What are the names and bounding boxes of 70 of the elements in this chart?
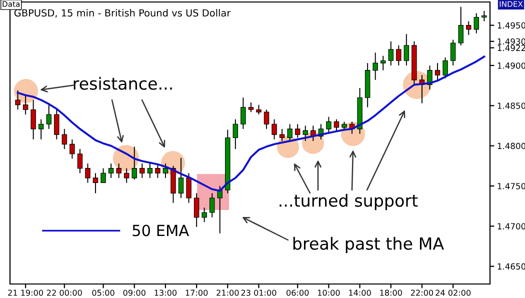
x-tick-label: 22 00:00 <box>46 290 82 296</box>
x-tick-label: 06:00 <box>286 290 309 296</box>
candlestick <box>124 168 130 184</box>
candlestick <box>132 146 137 180</box>
candlestick <box>248 102 254 113</box>
candlestick <box>108 163 114 178</box>
candlestick <box>334 118 340 132</box>
candlestick <box>372 52 378 80</box>
candlestick <box>217 186 222 234</box>
candlestick <box>178 157 184 199</box>
candlestick <box>272 118 277 140</box>
candlestick <box>155 163 160 178</box>
x-tick-label: 14:00 <box>349 290 371 296</box>
x-tick-label: 23 01:00 <box>241 290 276 296</box>
candlestick <box>30 100 36 140</box>
candlestick <box>302 125 308 142</box>
candlestick <box>46 104 52 130</box>
candlestick <box>85 163 90 184</box>
legend-label: 50 EMA <box>132 224 190 236</box>
annotation: ...turned support <box>280 194 418 210</box>
x-tick-label: 21:00 <box>216 290 239 296</box>
candlestick <box>54 109 60 140</box>
candlestick <box>70 138 75 160</box>
x-tick-label: 10:00 <box>318 290 340 296</box>
y-tick-label: 1.4922 <box>498 44 525 52</box>
candlestick <box>474 12 480 34</box>
x-tick-label: 13:00 <box>154 290 177 296</box>
x-tick-label: 24 02:00 <box>436 290 471 296</box>
candlestick <box>396 44 402 66</box>
candlestick <box>326 116 332 134</box>
candlestick <box>100 168 106 184</box>
candlestick <box>240 97 246 130</box>
candlestick <box>232 118 238 150</box>
candlestick <box>466 20 472 36</box>
annotation: break past the MA <box>293 236 444 254</box>
candlestick <box>450 39 456 66</box>
candlestick <box>287 124 292 142</box>
candlestick <box>15 90 20 110</box>
candlestick <box>38 118 44 140</box>
candlestick <box>194 192 200 228</box>
candlestick <box>22 94 28 115</box>
candlestick <box>388 40 394 66</box>
candlestick <box>77 148 83 174</box>
candlestick <box>147 163 153 178</box>
candlestick <box>116 163 122 178</box>
candlestick <box>202 207 207 223</box>
candlestick <box>140 163 145 178</box>
candlestick <box>279 128 285 142</box>
x-tick-label: 09:00 <box>123 290 146 296</box>
text: GBPUSD, 15 min - British Pound vs US Dollar <box>14 9 231 18</box>
candlestick <box>162 163 168 178</box>
candlestick <box>434 62 440 80</box>
annotation: resistance... <box>74 76 172 90</box>
x-tick-label: 05:00 <box>92 290 114 296</box>
candlestick <box>92 172 98 194</box>
candlestick <box>404 34 410 66</box>
x-tick-label: 21 19:00 <box>8 290 44 296</box>
x-tick-label: 22:00 <box>410 290 434 296</box>
candlestick <box>264 109 270 130</box>
candlestick <box>458 6 464 46</box>
x-tick-label: 18:00 <box>380 290 402 296</box>
candlestick <box>482 10 487 22</box>
candlestick <box>62 128 68 150</box>
x-tick-label: 17:00 <box>186 290 208 296</box>
candlestick <box>380 55 386 71</box>
candlestick <box>186 172 192 204</box>
candlestick <box>295 124 300 138</box>
candlestick <box>256 104 262 115</box>
candlestick <box>442 56 448 79</box>
candlestick <box>209 192 215 218</box>
